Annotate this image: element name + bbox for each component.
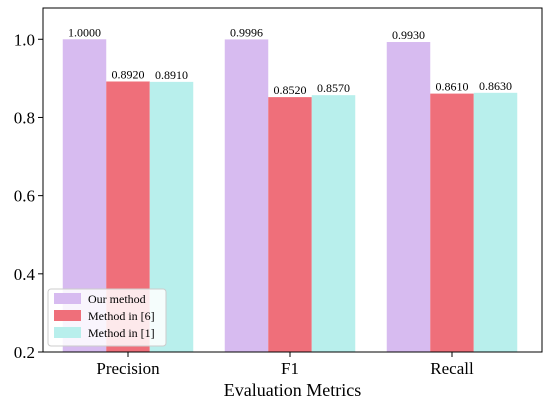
- y-tick-label: 0.6: [14, 187, 35, 206]
- data-label: 0.8910: [155, 68, 188, 82]
- legend-swatch: [54, 327, 81, 338]
- bar: [386, 42, 431, 352]
- bar: [473, 92, 518, 352]
- x-tick-label: Recall: [430, 359, 474, 378]
- x-axis-title: Evaluation Metrics: [224, 380, 361, 400]
- x-axis: Precision F1 Recall: [96, 352, 474, 378]
- data-label: 0.8610: [436, 80, 469, 94]
- y-tick-label: 0.4: [14, 265, 36, 284]
- legend-label: Method in [6]: [88, 309, 155, 323]
- y-tick-label: 1.0: [14, 30, 35, 49]
- bar: [430, 93, 474, 352]
- bar: [311, 95, 356, 352]
- bar: [224, 39, 269, 353]
- legend-label: Method in [1]: [88, 326, 155, 340]
- data-label: 0.9996: [230, 25, 263, 39]
- data-label: 1.0000: [68, 25, 101, 39]
- legend-swatch: [54, 310, 81, 321]
- y-axis: 0.2 0.4 0.6 0.8 1.0: [14, 30, 43, 362]
- data-label: 0.9930: [392, 28, 425, 42]
- y-tick-label: 0.2: [14, 343, 35, 362]
- value-labels-group: 1.0000 0.8920 0.8910 0.9996 0.8520 0.8570 0.99…: [68, 25, 512, 97]
- data-label: 0.8570: [317, 81, 350, 95]
- legend: Our method Method in [6] Method in [1]: [47, 288, 167, 347]
- x-tick-label: F1: [281, 359, 299, 378]
- legend-label: Our method: [88, 292, 146, 306]
- data-label: 0.8630: [479, 79, 512, 93]
- legend-swatch: [54, 293, 81, 304]
- x-tick-label: Precision: [96, 359, 160, 378]
- bar: [268, 97, 312, 352]
- bars-group: [62, 39, 518, 353]
- y-tick-label: 0.8: [14, 108, 35, 127]
- data-label: 0.8920: [112, 67, 145, 81]
- plot-frame: [42, 7, 543, 353]
- data-label: 0.8520: [274, 83, 307, 97]
